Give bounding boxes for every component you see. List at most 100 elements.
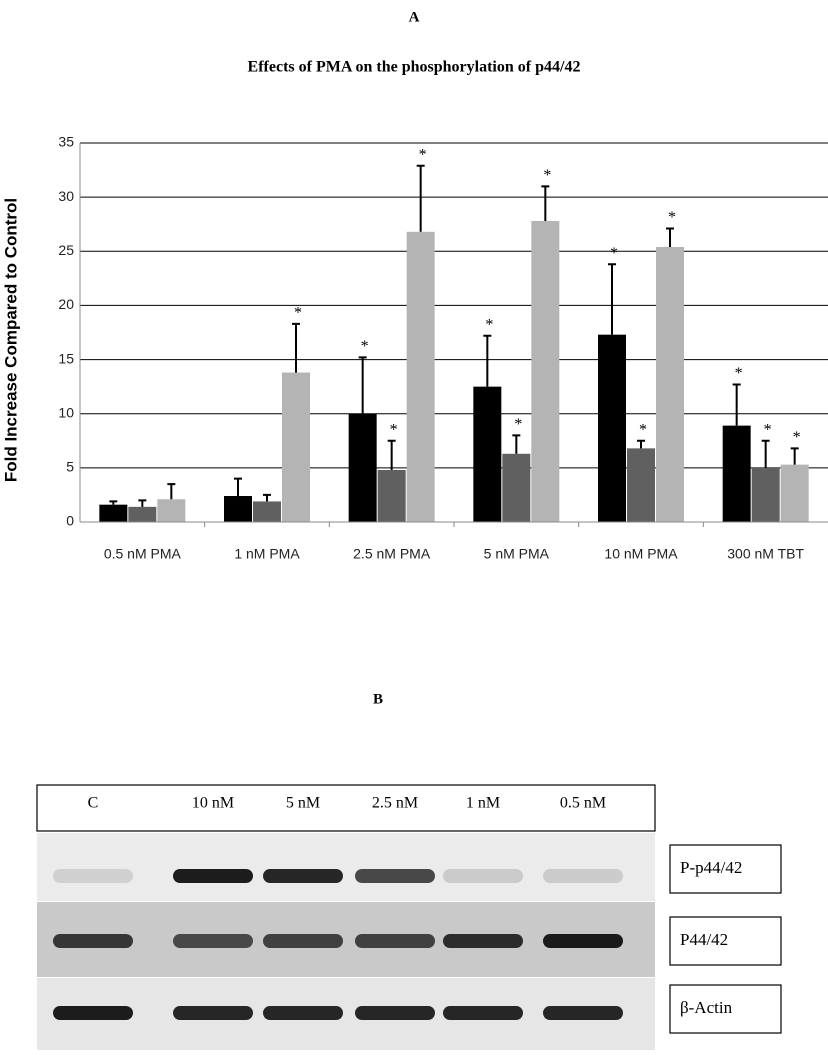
y-tick-label: 20 [58,296,74,312]
error-bar [761,439,770,468]
row-label: β-Actin [680,998,733,1017]
significance-marker: * [610,245,618,262]
bar [157,499,186,522]
error-bar [358,356,367,414]
band [355,1006,435,1020]
bar [751,467,780,522]
lane-label: 0.5 nM [560,795,606,812]
row-label-box [669,984,782,1034]
y-axis-label: Fold Increase Compared to Control [1,198,20,482]
y-tick-label: 10 [58,404,74,420]
significance-marker: * [294,305,302,322]
significance-marker: * [485,316,493,333]
significance-marker: * [419,146,427,163]
band [173,869,253,883]
significance-marker: * [390,421,398,438]
significance-marker: * [668,209,676,226]
row-label: P44/42 [680,930,728,949]
lane-label: 2.5 nM [372,795,418,812]
significance-marker: * [514,416,522,433]
band [53,934,133,948]
row-label-box [669,916,782,966]
bar [99,504,128,522]
y-tick-label: 15 [58,350,74,366]
band [263,869,343,883]
error-bar [790,447,799,465]
x-tick-label: 2.5 nM PMA [353,546,431,562]
lane-label: 1 nM [466,795,500,812]
band [355,934,435,948]
error-bar [512,434,521,454]
error-bar [666,227,674,247]
bar [128,506,157,522]
significance-marker: * [793,429,801,446]
significance-marker: * [764,421,772,438]
band [443,1006,523,1020]
y-tick-label: 5 [66,459,74,475]
error-bar [167,483,176,500]
bar [627,448,655,522]
band [173,1006,253,1020]
lane-label-box [36,784,656,832]
bar [722,425,751,522]
significance-marker: * [735,365,743,382]
lane-label: 10 nM [192,795,234,812]
band [443,934,523,948]
significance-marker: * [361,338,369,355]
bar [377,470,406,522]
bar [780,464,809,522]
bar [502,453,531,522]
band [263,1006,343,1020]
band [543,1006,623,1020]
row-label-box [669,844,782,894]
band [263,934,343,948]
x-tick-label: 1 nM PMA [234,546,300,562]
lane-label: C [88,795,99,812]
error-bar [416,164,425,232]
y-tick-label: 25 [58,242,74,258]
band [543,869,623,883]
error-bar [387,439,396,471]
error-bar [608,263,616,335]
band [443,869,523,883]
error-bar [292,322,300,373]
bar [406,231,435,522]
error-bar [483,334,492,387]
chart-title: Effects of PMA on the phosphorylation of… [248,59,581,76]
bar [656,246,684,522]
band [355,869,435,883]
bar [253,501,281,522]
panel-label: A [409,9,420,25]
band [53,869,133,883]
significance-marker: * [543,167,551,184]
bar [224,496,252,522]
band [173,934,253,948]
panel-label: B [373,691,383,707]
error-bar [234,477,242,497]
bar [473,386,502,522]
blot-strip [37,833,655,901]
error-bar [263,493,271,502]
band [543,934,623,948]
x-tick-label: 300 nM TBT [727,546,804,562]
error-bar [109,500,118,505]
bar [282,372,310,522]
bar [531,220,560,523]
row-label: P-p44/42 [680,858,742,877]
bar [598,334,626,522]
band [53,1006,133,1020]
bar [348,413,377,522]
y-tick-label: 30 [58,188,74,204]
y-tick-label: 35 [58,134,74,150]
x-tick-label: 5 nM PMA [484,546,550,562]
x-tick-label: 0.5 nM PMA [104,546,182,562]
error-bar [732,383,741,426]
significance-marker: * [639,421,647,438]
x-tick-label: 10 nM PMA [604,546,678,562]
y-tick-label: 0 [66,513,74,529]
lane-label: 5 nM [286,795,320,812]
error-bar [138,499,147,507]
western-blot: C 10 nM 5 nM 2.5 nM 1 nM 0.5 nM P-p44/42 P44/42… [36,784,782,1050]
